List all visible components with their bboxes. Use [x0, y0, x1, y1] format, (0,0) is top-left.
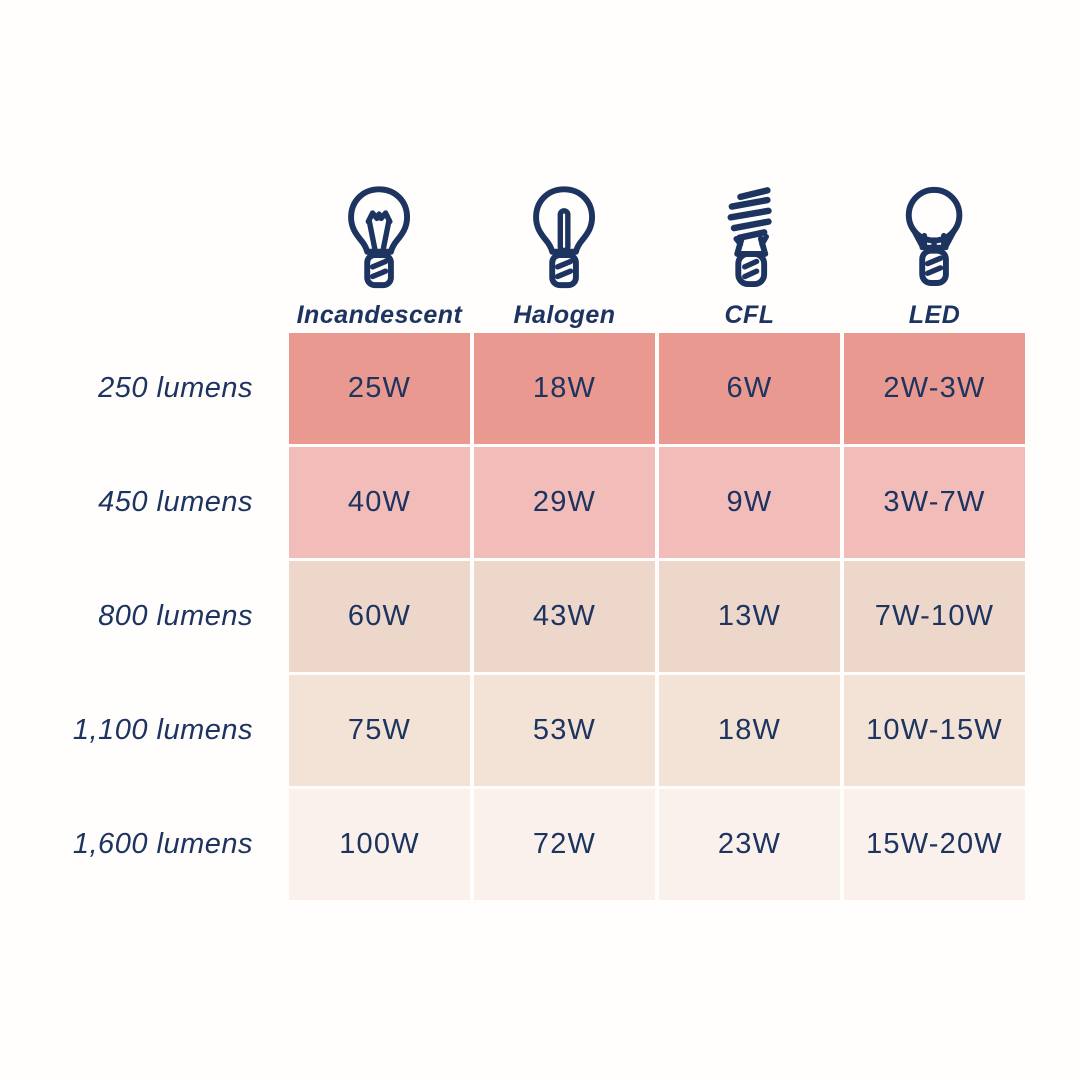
wattage-cell-halogen-1100: 53W: [474, 675, 655, 786]
wattage-cell-halogen-450: 29W: [474, 447, 655, 558]
row-label-250-lumens: 250 lumens: [98, 372, 253, 404]
column-header-label: CFL: [724, 301, 775, 329]
column-header-label: Halogen: [513, 301, 616, 329]
column-header-halogen: Halogen: [474, 168, 655, 330]
wattage-cell-halogen-1600: 72W: [474, 789, 655, 900]
wattage-cell-led-450: 3W-7W: [844, 447, 1025, 558]
cfl-bulb-icon: [727, 187, 773, 288]
wattage-cell-incandescent-800: 60W: [289, 561, 470, 672]
wattage-cell-cfl-250: 6W: [659, 333, 840, 444]
lumens-wattage-table: Incandescent Halogen: [40, 168, 1025, 900]
wattage-cell-incandescent-1100: 75W: [289, 675, 470, 786]
halogen-bulb-icon: [533, 186, 596, 289]
row-label-1600-lumens: 1,600 lumens: [72, 828, 253, 860]
column-header-label: Incandescent: [296, 301, 463, 329]
row-label-1100-lumens: 1,100 lumens: [72, 714, 253, 746]
table-corner-spacer: [40, 168, 285, 330]
column-header-cfl: CFL: [659, 168, 840, 330]
wattage-cell-led-800: 7W-10W: [844, 561, 1025, 672]
led-bulb-icon: [906, 186, 963, 286]
wattage-cell-incandescent-1600: 100W: [289, 789, 470, 900]
row-label-800-lumens: 800 lumens: [98, 600, 253, 632]
wattage-cell-cfl-1100: 18W: [659, 675, 840, 786]
wattage-cell-led-1600: 15W-20W: [844, 789, 1025, 900]
wattage-cell-halogen-250: 18W: [474, 333, 655, 444]
wattage-cell-incandescent-250: 25W: [289, 333, 470, 444]
wattage-cell-cfl-450: 9W: [659, 447, 840, 558]
wattage-cell-led-250: 2W-3W: [844, 333, 1025, 444]
column-header-incandescent: Incandescent: [289, 168, 470, 330]
column-header-led: LED: [844, 168, 1025, 330]
incandescent-bulb-icon: [348, 186, 411, 289]
column-header-label: LED: [908, 301, 961, 329]
row-label-450-lumens: 450 lumens: [98, 486, 253, 518]
wattage-cell-incandescent-450: 40W: [289, 447, 470, 558]
wattage-cell-led-1100: 10W-15W: [844, 675, 1025, 786]
wattage-cell-halogen-800: 43W: [474, 561, 655, 672]
wattage-cell-cfl-1600: 23W: [659, 789, 840, 900]
wattage-cell-cfl-800: 13W: [659, 561, 840, 672]
